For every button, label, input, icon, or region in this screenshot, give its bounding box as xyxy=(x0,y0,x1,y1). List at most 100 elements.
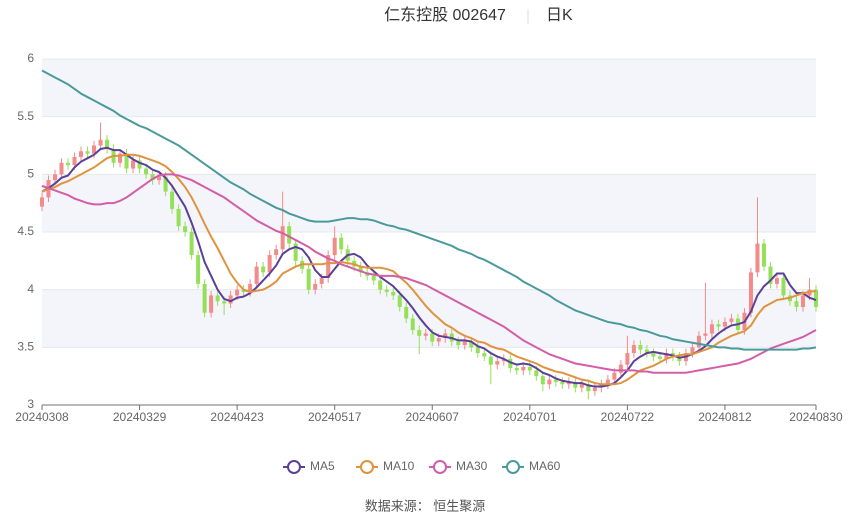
candle-body xyxy=(612,372,617,380)
candle-body xyxy=(488,356,493,365)
candle-body xyxy=(709,324,714,334)
candle-body xyxy=(105,139,110,149)
candle-body xyxy=(157,176,162,181)
x-tick-label: 20240517 xyxy=(308,410,362,424)
candle-body xyxy=(644,349,649,354)
candle-body xyxy=(228,295,233,304)
legend-marker xyxy=(506,460,520,474)
candle-body xyxy=(534,370,539,377)
candle-body xyxy=(716,324,721,327)
candle-body xyxy=(521,366,526,371)
candle-body xyxy=(696,335,701,348)
candle-body xyxy=(52,174,58,181)
candle-body xyxy=(397,295,402,307)
y-tick-label: 6 xyxy=(27,51,34,65)
y-tick-label: 5.5 xyxy=(17,109,34,123)
x-tick-label: 20240812 xyxy=(698,410,752,424)
candle-body xyxy=(430,333,435,342)
candle-body xyxy=(150,174,155,181)
candle-body xyxy=(183,226,188,232)
candle-body xyxy=(605,379,610,385)
candle-body xyxy=(579,384,584,388)
candle-body xyxy=(59,162,64,175)
candle-body xyxy=(92,145,97,154)
candle-body xyxy=(241,289,246,292)
candle-body xyxy=(85,151,90,154)
candle-body xyxy=(176,208,181,227)
grid-band xyxy=(42,59,816,117)
y-tick-label: 4 xyxy=(27,282,34,296)
legend-label: MA10 xyxy=(383,459,415,473)
candle-body xyxy=(280,226,285,250)
candle-body xyxy=(748,272,753,313)
legend-marker xyxy=(287,460,301,474)
candle-body xyxy=(729,318,734,322)
candle-body xyxy=(384,289,389,292)
candle-body xyxy=(410,318,415,331)
ma-line xyxy=(41,146,817,388)
candle-body xyxy=(423,333,428,336)
candle-body xyxy=(781,278,786,296)
candle-body xyxy=(202,283,207,313)
candle-body xyxy=(586,384,591,392)
x-tick-label: 20240830 xyxy=(789,410,843,424)
candle-body xyxy=(274,249,279,256)
candle-body xyxy=(547,379,552,385)
candle-body xyxy=(573,381,578,388)
candle-body xyxy=(508,358,513,369)
legend-item: MA60 xyxy=(502,459,561,474)
candle-body xyxy=(566,381,571,385)
candle-body xyxy=(98,139,103,146)
y-tick-label: 4.5 xyxy=(17,224,34,238)
candle-body xyxy=(131,160,136,169)
candle-body xyxy=(261,266,266,273)
chart-subtitle: 日K xyxy=(546,7,573,24)
candle-body xyxy=(527,366,532,371)
ma-line xyxy=(41,153,817,386)
candle-body xyxy=(475,347,480,354)
legend-item: MA10 xyxy=(356,459,415,474)
candle-body xyxy=(417,330,422,336)
candle-body xyxy=(443,333,448,339)
candle-body xyxy=(800,295,806,307)
candle-body xyxy=(326,255,331,279)
candle-body xyxy=(254,266,259,284)
candle-body xyxy=(391,291,396,296)
candle-body xyxy=(358,266,363,273)
candle-body xyxy=(482,353,487,357)
legend-label: MA60 xyxy=(529,459,561,473)
candle-body xyxy=(66,162,71,166)
legend-label: MA30 xyxy=(456,459,488,473)
candle-body xyxy=(222,301,227,304)
candle-body xyxy=(469,341,474,348)
candle-body xyxy=(553,379,558,382)
candle-body xyxy=(813,289,819,307)
chart-title: 仁东控股 002647 xyxy=(384,6,506,24)
x-tick-label: 20240308 xyxy=(15,410,69,424)
candle-body xyxy=(163,176,168,192)
candle-body xyxy=(313,283,318,290)
legend-label: MA5 xyxy=(310,459,335,473)
candle-body xyxy=(170,191,175,209)
candle-body xyxy=(319,278,324,284)
candle-body xyxy=(306,268,311,290)
candle-body xyxy=(462,341,467,346)
legend-item: MA30 xyxy=(429,459,488,474)
candle-body xyxy=(540,376,545,385)
candle-body xyxy=(72,157,77,166)
candle-body xyxy=(39,197,45,207)
grid-band xyxy=(42,289,816,348)
candle-body xyxy=(267,255,272,273)
x-tick-label: 20240423 xyxy=(210,410,264,424)
candle-body xyxy=(495,361,500,365)
candle-body xyxy=(560,381,565,385)
candle-body xyxy=(651,353,656,357)
x-tick-label: 20240329 xyxy=(113,410,167,424)
candle-body xyxy=(144,168,149,175)
candle-body xyxy=(638,345,643,350)
candle-body xyxy=(124,153,129,169)
candle-body xyxy=(456,341,461,346)
candle-body xyxy=(371,275,376,281)
candle-body xyxy=(761,243,766,267)
